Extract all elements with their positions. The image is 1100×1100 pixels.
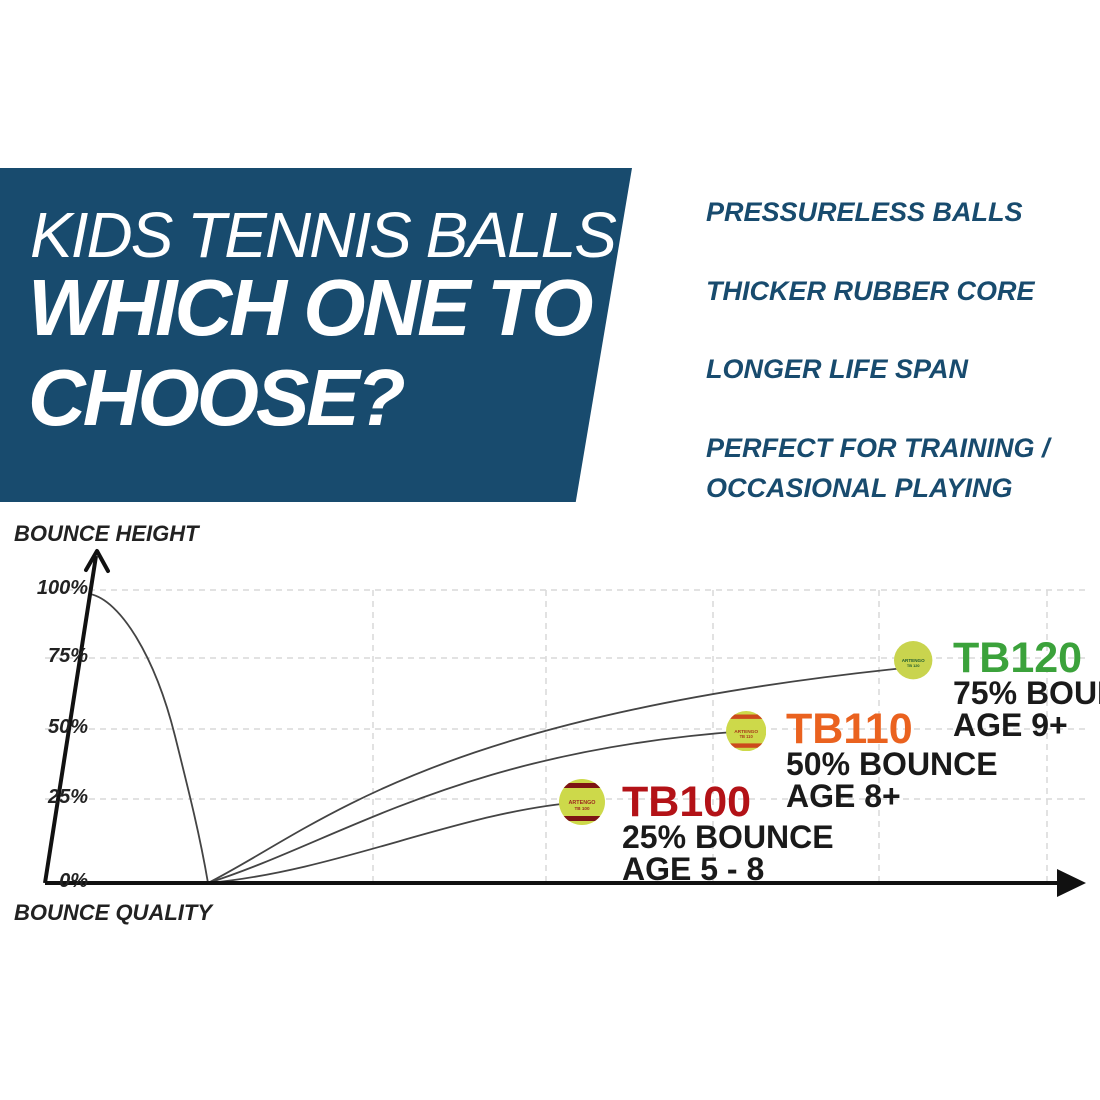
svg-text:100%: 100% [37,577,88,599]
svg-text:50%: 50% [48,716,88,738]
svg-text:TB 120: TB 120 [907,663,920,668]
svg-text:25%: 25% [47,786,88,808]
svg-text:TB 100: TB 100 [574,806,590,811]
svg-text:75%: 75% [48,645,88,667]
svg-text:TB 110: TB 110 [739,734,753,739]
svg-text:0%: 0% [59,870,88,892]
